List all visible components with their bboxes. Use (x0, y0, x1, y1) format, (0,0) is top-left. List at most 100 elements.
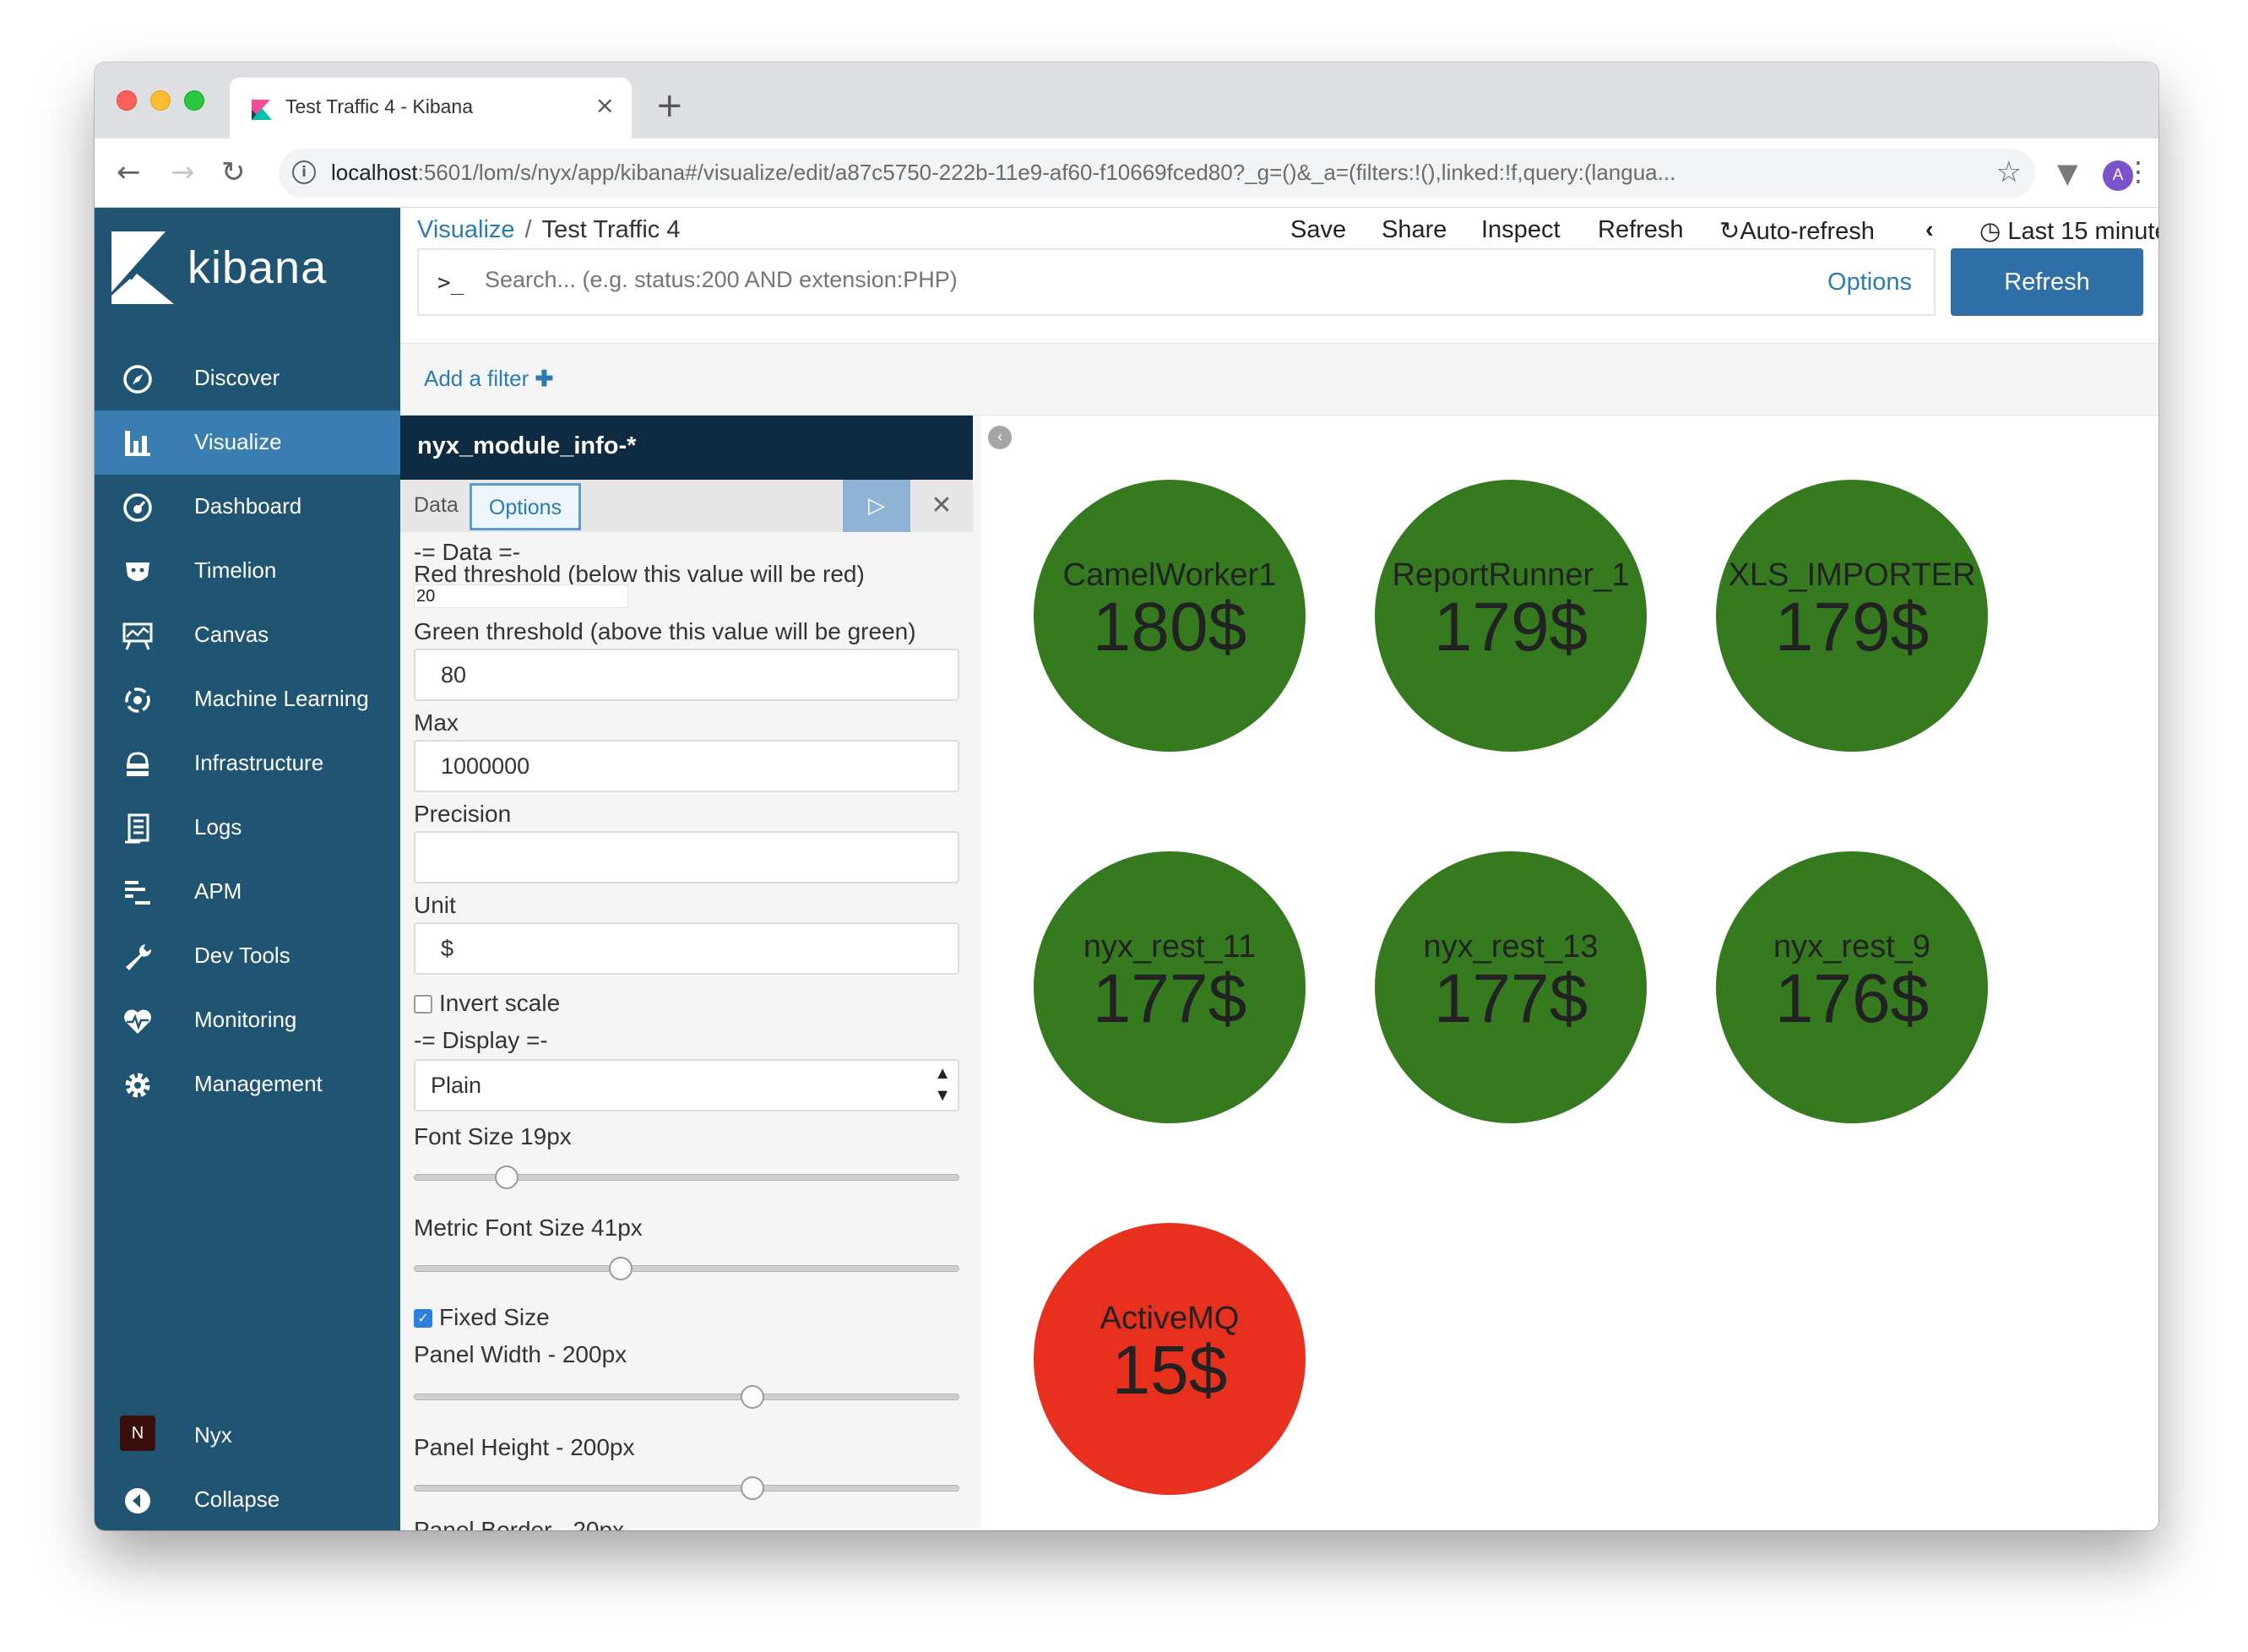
refresh-menu-button[interactable]: Refresh (1598, 216, 1684, 243)
metric-circle[interactable]: ActiveMQ 15$ (1034, 1223, 1306, 1495)
font-size-slider[interactable] (414, 1174, 959, 1181)
red-threshold-input[interactable]: 20 (414, 584, 628, 608)
bookmark-star-icon[interactable]: ☆ (1996, 155, 2022, 189)
refresh-button[interactable]: Refresh (1951, 248, 2143, 316)
profile-avatar[interactable]: A (2103, 160, 2133, 191)
add-filter-link[interactable]: Add a filter ✚ (424, 366, 553, 392)
invert-scale-checkbox[interactable] (414, 995, 432, 1013)
auto-refresh-button[interactable]: ↻Auto-refresh (1719, 216, 1875, 246)
metric-font-size-slider[interactable] (414, 1265, 959, 1272)
fixed-size-checkbox[interactable]: ✓ (414, 1309, 432, 1328)
sidebar-item-discover[interactable]: Discover (95, 346, 400, 410)
metric-value: 179$ (1433, 589, 1588, 666)
sidebar-item-management[interactable]: Management (95, 1052, 400, 1117)
editor-header: nyx_module_info-* (400, 416, 973, 480)
query-prompt-icon: >_ (437, 270, 464, 296)
panel-width-slider[interactable] (414, 1394, 959, 1400)
green-threshold-input[interactable]: 80 (414, 649, 959, 701)
apply-changes-button[interactable]: ▷ (843, 480, 910, 532)
panel-height-slider[interactable] (414, 1485, 959, 1492)
sidebar-item-apm[interactable]: APM (95, 860, 400, 924)
main-content: Visualize / Test Traffic 4 Save Share Insp… (400, 208, 2158, 1530)
breadcrumb-current: Test Traffic 4 (541, 216, 681, 243)
url-text[interactable]: localhost:5601/lom/s/nyx/app/kibana#/vis… (331, 160, 1676, 185)
reload-icon[interactable]: ↻ (221, 155, 246, 189)
sidebar-item-machine-learning[interactable]: Machine Learning (95, 667, 400, 731)
sidebar-item-logs[interactable]: Logs (95, 796, 400, 860)
tab-data[interactable]: Data (414, 493, 459, 517)
minimize-window-button[interactable] (150, 90, 171, 111)
new-tab-button[interactable]: + (655, 86, 684, 125)
query-bar[interactable]: >_ Options (417, 248, 1936, 316)
sidebar-item-label: Machine Learning (194, 686, 369, 711)
font-size-slider-thumb[interactable] (494, 1166, 519, 1189)
browser-tab[interactable]: Test Traffic 4 - Kibana × (230, 78, 632, 139)
back-arrow-icon[interactable]: ← (117, 155, 141, 189)
save-button[interactable]: Save (1290, 216, 1347, 243)
sidebar-item-label: Infrastructure (194, 750, 324, 775)
sidebar-item-label: Timelion (194, 557, 277, 583)
metric-value: 15$ (1111, 1332, 1228, 1409)
sidebar-item-label: Discover (194, 365, 280, 390)
sidebar-item-visualize[interactable]: Visualize (95, 410, 400, 475)
sidebar-item-dev-tools[interactable]: Dev Tools (95, 924, 400, 988)
metric-label: nyx_rest_13 (1423, 929, 1599, 965)
close-window-button[interactable] (117, 90, 137, 111)
collapse-editor-chevron-icon[interactable]: ‹ (988, 426, 1012, 449)
sidebar-item-space-nyx[interactable]: N Nyx (95, 1404, 400, 1468)
browser-menu-icon[interactable]: ⋮ (2125, 155, 2152, 187)
max-input[interactable]: 1000000 (414, 740, 959, 792)
sidebar-item-label: Dev Tools (194, 943, 291, 968)
site-info-icon[interactable]: i (292, 160, 316, 184)
metric-circle[interactable]: nyx_rest_13 177$ (1375, 851, 1647, 1123)
browser-titlebar: Test Traffic 4 - Kibana × + (95, 62, 2158, 139)
share-button[interactable]: Share (1382, 216, 1447, 243)
max-label: Max (414, 709, 459, 736)
maximize-window-button[interactable] (184, 90, 204, 111)
panel-width-label: Panel Width - 200px (414, 1341, 627, 1367)
sidebar-item-canvas[interactable]: Canvas (95, 603, 400, 667)
sidebar-item-collapse[interactable]: Collapse (95, 1468, 400, 1530)
sidebar-item-infrastructure[interactable]: Infrastructure (95, 731, 400, 796)
display-mode-select[interactable]: Plain ▲ ▼ (414, 1059, 959, 1111)
precision-input[interactable] (414, 831, 959, 883)
kibana-logo-icon[interactable] (111, 231, 174, 304)
metric-font-size-slider-thumb[interactable] (609, 1257, 633, 1280)
metric-value: 177$ (1092, 960, 1247, 1037)
clock-icon: ◷ (1979, 218, 2001, 245)
metric-circle[interactable]: ReportRunner_1 179$ (1375, 480, 1647, 752)
address-bar[interactable]: i localhost:5601/lom/s/nyx/app/kibana#/v… (279, 149, 2035, 198)
tab-close-icon[interactable]: × (595, 91, 615, 119)
search-input[interactable] (485, 267, 1751, 293)
checkmark-icon: ✓ (417, 1310, 429, 1326)
index-pattern-title: nyx_module_info-* (417, 432, 637, 459)
browser-toolbar: ← → ↻ i localhost:5601/lom/s/nyx/app/kib… (95, 139, 2158, 208)
filter-bar: Add a filter ✚ (400, 343, 2158, 416)
sidebar-item-dashboard[interactable]: Dashboard (95, 475, 400, 539)
metric-value: 180$ (1092, 589, 1247, 666)
query-options-link[interactable]: Options (1827, 269, 1912, 296)
space-avatar: N (120, 1416, 155, 1451)
panel-width-slider-thumb[interactable] (740, 1385, 764, 1409)
panel-height-slider-thumb[interactable] (740, 1476, 764, 1500)
sidebar-item-label: Visualize (194, 429, 282, 454)
forward-arrow-icon[interactable]: → (171, 155, 195, 189)
metric-circle[interactable]: XLS_IMPORTER 179$ (1716, 480, 1988, 752)
discard-changes-button[interactable]: ✕ (910, 480, 973, 532)
sidebar-item-monitoring[interactable]: Monitoring (95, 988, 400, 1052)
metric-circle[interactable]: CamelWorker1 180$ (1034, 480, 1306, 752)
tab-options[interactable]: Options (470, 483, 581, 530)
time-picker[interactable]: ◷ Last 15 minutes (1979, 216, 2158, 246)
inspect-button[interactable]: Inspect (1481, 216, 1561, 243)
unit-input[interactable]: $ (414, 922, 959, 975)
breadcrumb: Visualize / Test Traffic 4 (417, 216, 680, 244)
sidebar-item-timelion[interactable]: Timelion (95, 539, 400, 603)
time-prev-chevron-icon[interactable]: ‹ (1925, 216, 1934, 243)
breadcrumb-visualize-link[interactable]: Visualize (417, 216, 515, 243)
green-threshold-label: Green threshold (above this value will b… (414, 618, 916, 644)
kibana-brand[interactable]: kibana (187, 242, 328, 293)
extension-icon[interactable]: ▼ (2057, 157, 2078, 189)
canvas-icon (122, 620, 154, 652)
metric-circle[interactable]: nyx_rest_9 176$ (1716, 851, 1988, 1123)
metric-circle[interactable]: nyx_rest_11 177$ (1034, 851, 1306, 1123)
